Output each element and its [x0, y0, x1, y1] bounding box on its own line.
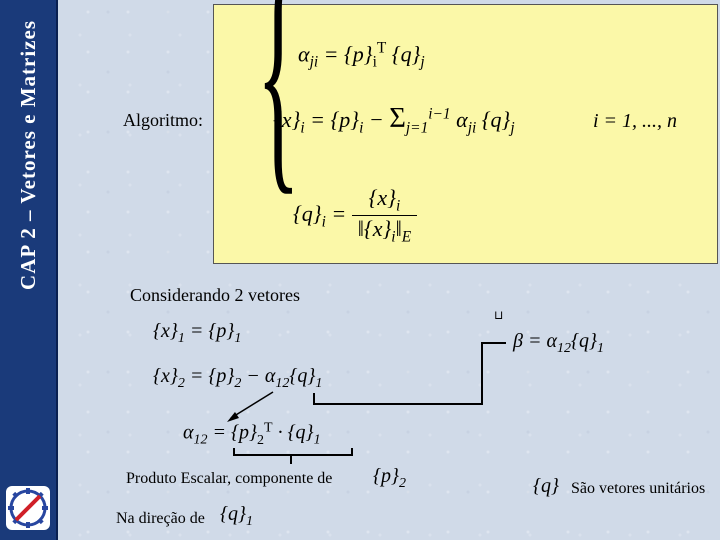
logo	[6, 486, 50, 530]
underbrace-tick	[290, 454, 292, 464]
eq-beta: β = α12{q}1	[513, 330, 604, 357]
eq-range: i = 1, ..., n	[593, 110, 677, 133]
considering-label: Considerando 2 vetores	[130, 285, 300, 306]
eq-q1: {q}1	[220, 503, 253, 530]
chapter-title: CAP 2 – Vetores e Matrizes	[16, 20, 41, 290]
slide-content: { Algoritmo: αji = {p}iT {q}j {x}i = {p}…	[58, 0, 720, 540]
sidebar: CAP 2 – Vetores e Matrizes	[0, 0, 58, 540]
eq-p2: {p}2	[373, 465, 406, 492]
algorithm-label: Algoritmo:	[123, 110, 203, 131]
eq-x2: {x}2 = {p}2 − α12{q}1	[153, 365, 322, 392]
arrow-icon	[223, 390, 283, 425]
left-brace: {	[257, 0, 301, 202]
underbrace	[233, 448, 353, 456]
connector-line	[313, 403, 483, 405]
eq-q: {q}i = {x}i‖{x}i‖E	[293, 185, 417, 247]
product-label: Produto Escalar, componente de	[126, 470, 332, 488]
direction-label: Na direção de	[116, 510, 205, 528]
eq-q-unit: {q}	[533, 475, 559, 498]
marker-icon: ⊔	[494, 308, 503, 323]
gear-logo-icon	[8, 488, 48, 528]
connector-line	[481, 342, 506, 344]
eq-x: {x}i = {p}i − Σj=1i−1 αji {q}j	[273, 103, 515, 137]
eq-x1: {x}1 = {p}1	[153, 320, 241, 347]
unit-vectors-label: São vetores unitários	[571, 480, 705, 498]
eq-alpha: αji = {p}iT {q}j	[298, 40, 425, 72]
connector-line	[481, 342, 483, 405]
